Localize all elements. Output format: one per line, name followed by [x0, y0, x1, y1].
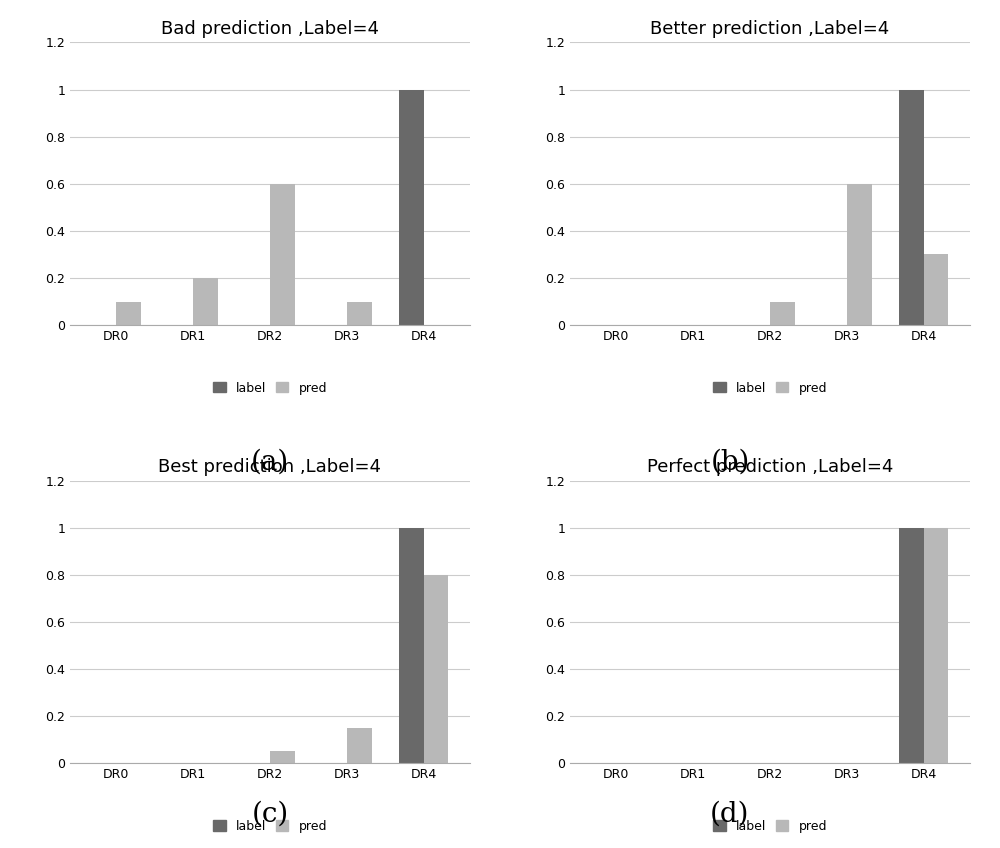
Bar: [399, 527, 424, 763]
Bar: [770, 302, 795, 325]
Bar: [924, 254, 948, 325]
Title: Better prediction ,Label=4: Better prediction ,Label=4: [650, 20, 890, 38]
Legend: label, pred: label, pred: [708, 377, 832, 399]
Bar: [193, 278, 218, 325]
Bar: [270, 184, 295, 325]
Text: (d): (d): [710, 801, 750, 828]
Bar: [899, 90, 924, 325]
Bar: [899, 527, 924, 763]
Legend: label, pred: label, pred: [708, 815, 832, 838]
Text: (a): (a): [251, 449, 289, 476]
Bar: [347, 728, 372, 763]
Bar: [347, 302, 372, 325]
Bar: [270, 751, 295, 763]
Bar: [116, 302, 141, 325]
Text: (c): (c): [251, 801, 289, 828]
Title: Bad prediction ,Label=4: Bad prediction ,Label=4: [161, 20, 379, 38]
Legend: label, pred: label, pred: [208, 377, 332, 399]
Text: (b): (b): [710, 449, 750, 476]
Legend: label, pred: label, pred: [208, 815, 332, 838]
Title: Perfect prediction ,Label=4: Perfect prediction ,Label=4: [647, 458, 893, 477]
Bar: [424, 575, 448, 763]
Bar: [924, 527, 948, 763]
Bar: [847, 184, 872, 325]
Title: Best prediction ,Label=4: Best prediction ,Label=4: [158, 458, 382, 477]
Bar: [399, 90, 424, 325]
